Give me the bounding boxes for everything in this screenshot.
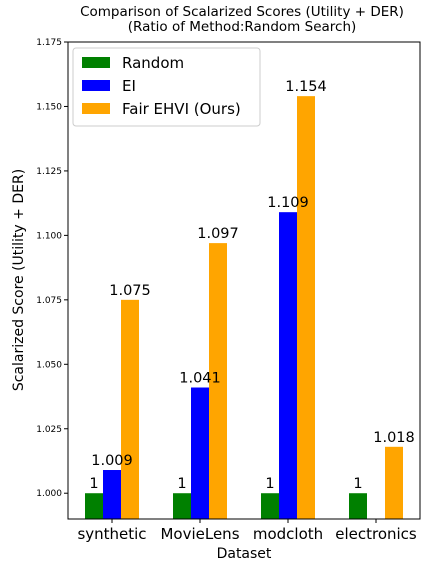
- bar-marks: [85, 96, 403, 520]
- x-axis-label: Dataset: [217, 546, 272, 562]
- y-axis-label: Scalarized Score (Utility + DER): [11, 169, 27, 391]
- legend-swatch: [82, 80, 110, 91]
- bar-ei-modcloth: [279, 212, 297, 519]
- y-tick-label: 1.175: [36, 38, 62, 48]
- data-labels: 1 1.009 1.075 1 1.041 1.097 1 1.109 1.154 1 1.018: [89, 79, 414, 492]
- data-label: 1.154: [285, 79, 327, 95]
- bar-random-electronics: [349, 493, 367, 519]
- legend-frame: [72, 47, 261, 127]
- data-label: 1.018: [373, 430, 415, 446]
- y-tick-label: 1.075: [36, 296, 62, 306]
- data-label: 1: [177, 476, 186, 492]
- legend-entry: Random: [122, 54, 184, 72]
- chart-subtitle: (Ratio of Method:Random Search): [128, 19, 357, 35]
- x-tick-label: electronics: [335, 525, 417, 543]
- chart-title: Comparison of Scalarized Scores (Utility…: [80, 4, 404, 20]
- x-tick-label: modcloth: [253, 525, 323, 543]
- y-tick-label: 1.150: [36, 102, 62, 112]
- data-label: 1.097: [197, 226, 239, 242]
- y-tick-label: 1.000: [36, 489, 62, 499]
- y-tick-label: 1.050: [36, 360, 62, 370]
- data-label: 1: [89, 476, 98, 492]
- legend-entry: EI: [122, 77, 136, 95]
- bar-random-modcloth: [261, 493, 279, 519]
- bar-fair-ehvi-ours-modcloth: [297, 96, 315, 520]
- data-label: 1: [265, 476, 274, 492]
- y-axis-ticks: 1.000 1.025 1.050 1.075 1.100 1.125 1.150 1.175: [36, 38, 68, 499]
- y-tick-label: 1.100: [36, 231, 62, 241]
- data-label: 1.075: [109, 283, 151, 299]
- plot-area-frame: [67, 41, 421, 520]
- data-label: 1.041: [179, 371, 221, 387]
- bar-fair-ehvi-ours-movielens: [209, 243, 227, 519]
- y-tick-label: 1.025: [36, 425, 62, 435]
- y-tick-label: 1.125: [36, 167, 62, 177]
- x-tick-label: synthetic: [77, 525, 146, 543]
- legend-entry: Fair EHVI (Ours): [122, 100, 241, 118]
- bar-fair-ehvi-ours-electronics: [385, 446, 403, 519]
- x-tick-label: MovieLens: [160, 525, 239, 543]
- x-axis-ticks: synthetic MovieLens modcloth electronics: [77, 519, 417, 543]
- bar-ei-synthetic: [103, 470, 121, 519]
- bar-random-movielens: [173, 493, 191, 519]
- data-label: 1.009: [91, 453, 133, 469]
- data-label: 1.109: [267, 195, 309, 211]
- bar-random-synthetic: [85, 493, 103, 519]
- bar-fair-ehvi-ours-synthetic: [121, 299, 139, 519]
- bar-ei-movielens: [191, 387, 209, 519]
- data-label: 1: [353, 476, 362, 492]
- legend: Random EI Fair EHVI (Ours): [72, 47, 261, 127]
- legend-swatch: [82, 57, 110, 68]
- legend-swatch: [82, 103, 110, 114]
